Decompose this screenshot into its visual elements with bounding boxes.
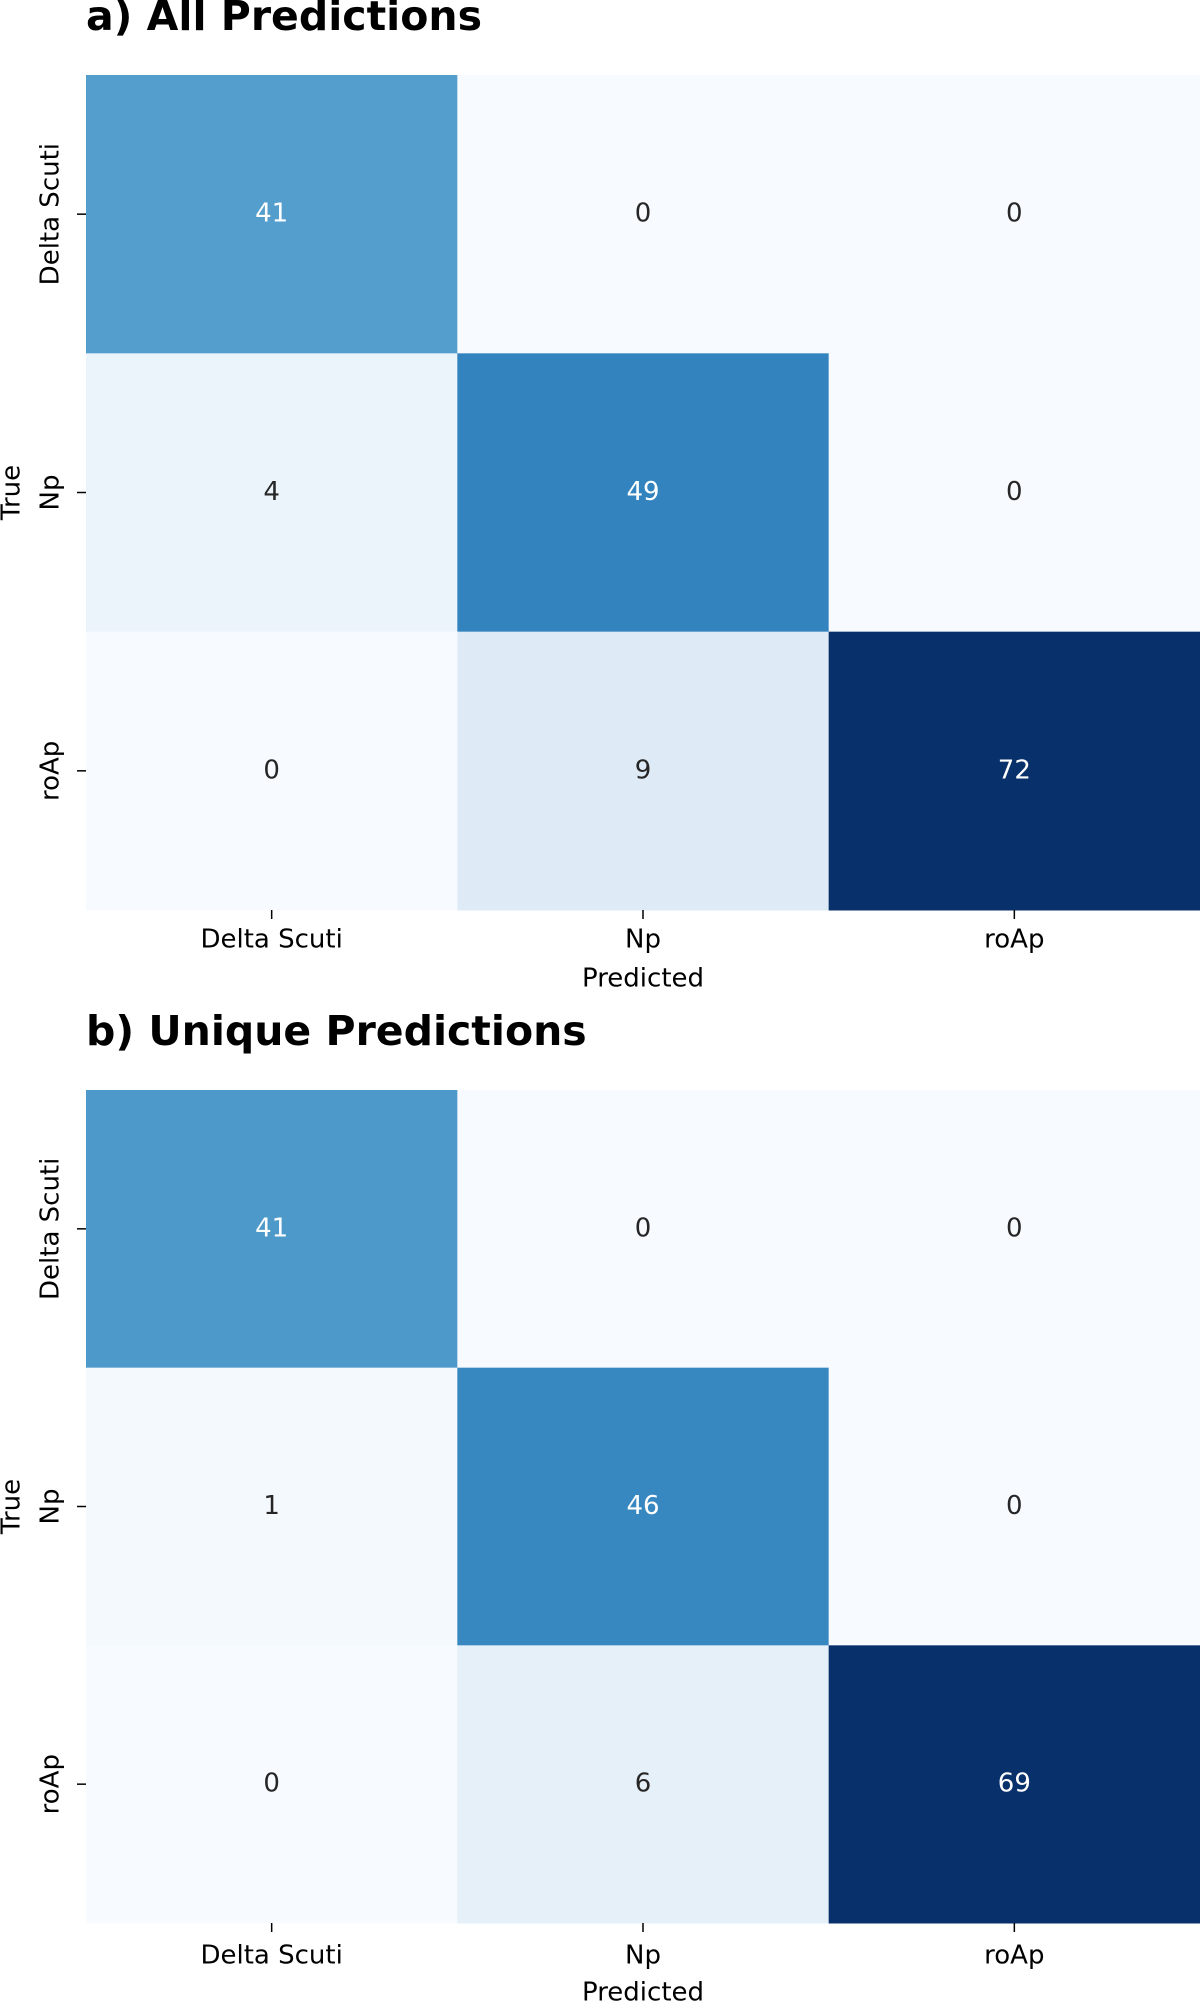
y-tick-label: Delta Scuti: [36, 143, 66, 285]
heatmap-cell: [828, 1090, 1200, 1369]
x-tick-label: Np: [625, 925, 661, 955]
cell-label: 41: [255, 199, 288, 229]
y-tick-label: roAp: [36, 1754, 66, 1814]
chart-title: a) All Predictions: [86, 0, 482, 40]
cell-label: 72: [998, 755, 1031, 785]
heatmap-cell: [86, 1090, 458, 1369]
cell-label: 0: [263, 1769, 280, 1799]
cell-label: 69: [998, 1769, 1031, 1799]
x-axis-label: Predicted: [582, 1978, 704, 2008]
cell-label: 0: [263, 755, 280, 785]
heatmap-cell: [828, 1367, 1200, 1646]
heatmap-cell: [828, 353, 1200, 633]
heatmap-cell: [86, 1645, 458, 1924]
cell-label: 0: [635, 1213, 652, 1243]
cell-label: 9: [635, 755, 652, 785]
heatmap-cell: [457, 631, 830, 911]
y-tick-label: Np: [36, 1489, 66, 1525]
heatmap-cell: [86, 631, 458, 911]
heatmap-cell: [457, 1645, 830, 1924]
x-tick-label: Delta Scuti: [201, 925, 343, 955]
heatmap-cell: [828, 1645, 1200, 1924]
cell-label: 1: [263, 1491, 280, 1521]
chart-title: b) Unique Predictions: [86, 1007, 587, 1055]
x-tick-label: roAp: [984, 925, 1044, 955]
x-tick-label: roAp: [984, 1941, 1044, 1971]
heatmap-cell: [86, 1367, 458, 1646]
cell-label: 0: [1006, 199, 1023, 229]
cell-label: 49: [626, 477, 659, 507]
heatmap-cell: [457, 1090, 830, 1369]
y-tick-label: roAp: [36, 741, 66, 801]
cell-label: 4: [263, 477, 280, 507]
heatmap-cell: [457, 353, 830, 633]
cell-label: 46: [626, 1491, 659, 1521]
y-tick-label: Np: [36, 475, 66, 511]
cell-label: 0: [1006, 1213, 1023, 1243]
cell-label: 6: [635, 1769, 652, 1799]
x-axis-label: Predicted: [582, 964, 704, 994]
x-tick-label: Delta Scuti: [201, 1941, 343, 1971]
y-axis-label: True: [0, 1479, 27, 1535]
x-tick-label: Np: [625, 1941, 661, 1971]
heatmap-cell: [457, 75, 830, 354]
cell-label: 0: [1006, 477, 1023, 507]
heatmap-cell: [86, 353, 458, 633]
heatmap-cell: [457, 1367, 830, 1646]
y-tick-label: Delta Scuti: [36, 1158, 66, 1300]
cell-label: 0: [1006, 1491, 1023, 1521]
cell-label: 0: [635, 199, 652, 229]
heatmap-cell: [828, 631, 1200, 911]
y-axis-label: True: [0, 465, 27, 521]
cell-label: 41: [255, 1213, 288, 1243]
heatmap-cell: [828, 75, 1200, 354]
heatmap-cell: [86, 75, 458, 354]
